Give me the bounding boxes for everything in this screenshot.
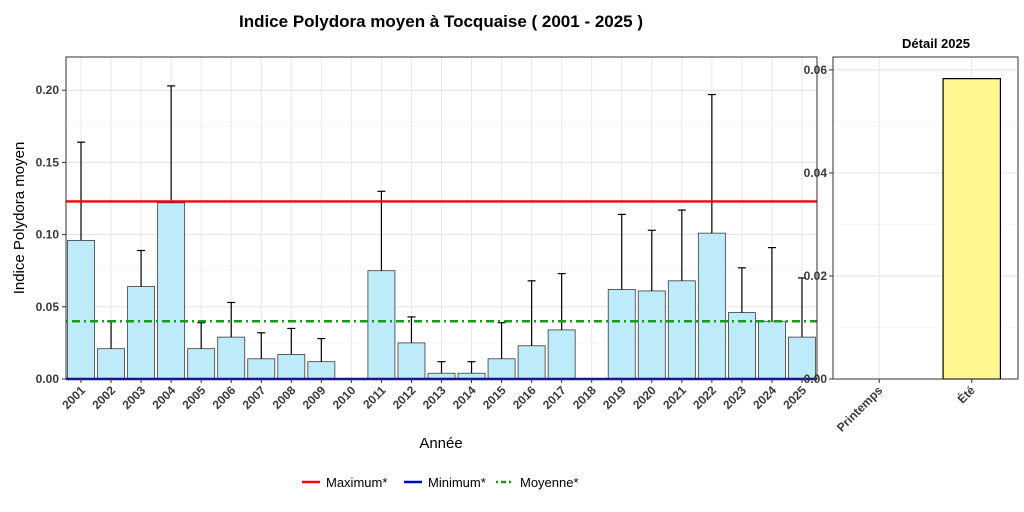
x-tick-label: 2015	[480, 383, 509, 412]
bar	[547, 329, 576, 380]
x-tick-label: 2007	[240, 383, 269, 412]
y-axis-title: Indice Polydora moyen	[11, 142, 28, 295]
x-tick-label: 2002	[89, 383, 118, 412]
detail-y-tick-label: 0.06	[804, 63, 828, 77]
legend-label: Maximum*	[326, 475, 387, 490]
detail-title: Détail 2025	[902, 36, 970, 51]
x-tick-label: 2020	[630, 383, 659, 412]
bar	[217, 336, 246, 380]
y-tick-label: 0.00	[36, 372, 60, 386]
bar	[397, 342, 426, 380]
bar	[727, 312, 756, 380]
bar	[367, 270, 396, 380]
detail-x-tick-label: Été	[954, 382, 978, 406]
x-tick-label: 2018	[570, 383, 599, 412]
legend-label: Moyenne*	[520, 475, 579, 490]
x-tick-label: 2023	[720, 383, 749, 412]
bar	[127, 286, 156, 380]
x-tick-label: 2001	[59, 383, 88, 412]
x-tick-label: 2012	[390, 383, 419, 412]
x-tick-label: 2024	[750, 383, 779, 412]
x-tick-label: 2013	[420, 383, 449, 412]
bar	[517, 345, 546, 380]
x-tick-label: 2009	[300, 383, 329, 412]
x-tick-label: 2022	[690, 383, 719, 412]
bar	[758, 320, 786, 380]
x-tick-label: 2008	[270, 383, 299, 412]
y-tick-label: 0.05	[36, 300, 60, 314]
detail-plot: 0.00 0.02 0.04 0.06 Printemps Été	[804, 56, 1019, 435]
bar	[487, 358, 516, 380]
x-tick-label: 2004	[149, 383, 178, 412]
bar	[607, 289, 636, 380]
chart-title: Indice Polydora moyen à Tocquaise ( 2001…	[239, 12, 643, 31]
x-tick-label: 2021	[660, 383, 689, 412]
bar	[67, 239, 95, 380]
main-plot: 0.00 0.05 0.10 0.15 0.20 2001 2002 2003 2004 2005…	[36, 56, 818, 412]
bar	[97, 348, 125, 380]
detail-bar	[942, 78, 1002, 380]
detail-y-tick-label: 0.04	[804, 166, 828, 180]
bar	[247, 358, 276, 380]
bar	[157, 202, 186, 380]
x-axis-title: Année	[419, 435, 462, 452]
detail-y-tick-label: 0.02	[804, 269, 828, 283]
bar	[697, 232, 726, 380]
x-tick-label: 2019	[600, 383, 629, 412]
x-tick-label: 2003	[119, 383, 148, 412]
x-tick-label: 2025	[780, 383, 809, 412]
legend-label: Minimum*	[428, 475, 486, 490]
y-tick-label: 0.20	[36, 83, 60, 97]
detail-y-tick-label: 0.00	[804, 372, 828, 386]
bar	[187, 348, 216, 380]
x-tick-label: 2010	[330, 383, 359, 412]
detail-border	[832, 56, 1019, 380]
legend: Maximum* Minimum* Moyenne*	[302, 475, 579, 490]
x-tick-label: 2016	[510, 383, 539, 412]
x-tick-label: 2005	[180, 383, 209, 412]
bar	[277, 354, 306, 380]
bar	[307, 361, 336, 380]
x-tick-label: 2011	[360, 383, 389, 412]
x-tick-label: 2017	[540, 383, 569, 412]
x-tick-label: 2014	[450, 383, 479, 412]
bar	[667, 280, 696, 380]
y-tick-label: 0.10	[36, 228, 60, 242]
bar	[637, 290, 666, 380]
x-tick-label: 2006	[210, 383, 239, 412]
y-tick-label: 0.15	[36, 155, 60, 169]
detail-x-tick-label: Printemps	[834, 383, 886, 435]
